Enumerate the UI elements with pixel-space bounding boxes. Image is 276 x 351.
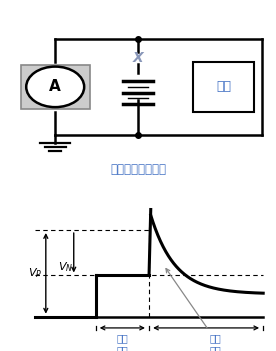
Text: $V_N$: $V_N$ (58, 260, 73, 274)
Text: A: A (49, 79, 61, 94)
Text: $V_P$: $V_P$ (28, 266, 42, 280)
Text: 发电机的输出电压: 发电机的输出电压 (110, 163, 166, 177)
Text: 负载: 负载 (216, 80, 231, 93)
Text: X: X (133, 51, 143, 65)
Text: 电池
断开: 电池 断开 (210, 333, 222, 351)
Text: 电池
连接: 电池 连接 (116, 333, 128, 351)
Bar (193, 62, 254, 112)
Circle shape (26, 67, 84, 107)
Bar (21, 65, 90, 109)
